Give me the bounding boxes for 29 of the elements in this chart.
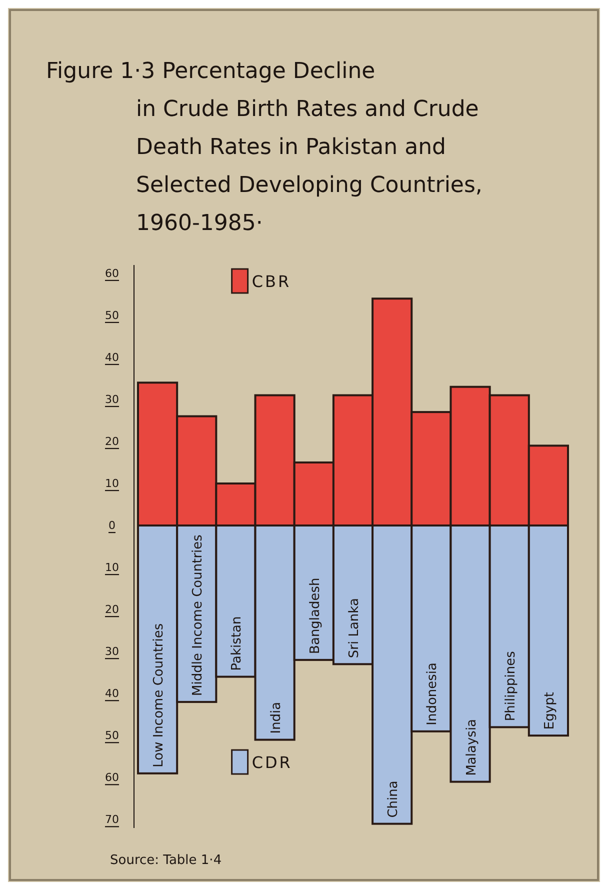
y-tick-label: 30: [105, 645, 119, 658]
chart-title: Figure 1·3 Percentage Decline in Crude Birth Rates and Crude Death Rates in Pakistan and Selected Developing Countries, 1960-1985·: [46, 59, 482, 236]
x-tick-label: Low Income Countries: [152, 623, 167, 768]
y-tick-label: 60: [105, 266, 119, 280]
x-tick-label: Sri Lanka: [347, 598, 362, 658]
legend-label: CDR: [252, 753, 292, 772]
y-tick-label: 30: [105, 392, 119, 406]
y-tick-label: 50: [105, 729, 119, 742]
x-tick-label: India: [268, 702, 284, 734]
x-tick-label: Bangladesh: [308, 578, 323, 654]
y-tick-label: 40: [105, 687, 119, 700]
x-tick-label: Indonesia: [425, 662, 440, 726]
legend-label: CBR: [252, 272, 292, 291]
x-tick-label: China: [386, 780, 402, 818]
y-tick-label: 10: [105, 476, 119, 490]
y-tick-label: 40: [105, 350, 119, 364]
x-tick-label: Egypt: [542, 692, 558, 730]
x-tick-label: Pakistan: [230, 616, 245, 671]
y-tick-label: 10: [105, 561, 119, 574]
y-tick-label: 50: [105, 308, 119, 322]
y-tick-label: 20: [105, 603, 119, 616]
y-tick-label: 60: [105, 771, 119, 784]
y-tick-label: 70: [105, 813, 119, 826]
source-note: Source: Table 1·4: [110, 853, 222, 868]
x-tick-label: Philippines: [503, 650, 518, 722]
x-tick-label: Malaysia: [464, 718, 480, 776]
y-tick-label: 20: [105, 434, 119, 448]
x-tick-label: Middle Income Countries: [190, 534, 206, 696]
y-tick-label: 0: [108, 518, 116, 532]
